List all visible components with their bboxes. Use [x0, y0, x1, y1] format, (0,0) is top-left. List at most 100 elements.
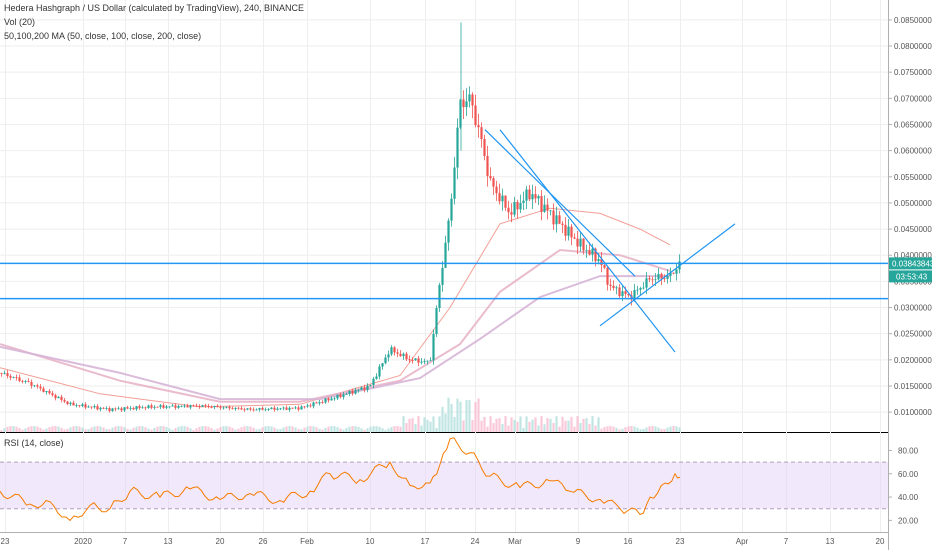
- volume-bar: [198, 426, 201, 432]
- candle-body: [210, 406, 213, 408]
- candle-body: [186, 405, 189, 408]
- volume-bar: [522, 427, 525, 432]
- volume-bar: [363, 429, 366, 432]
- volume-bar: [348, 426, 351, 432]
- candle-body: [438, 284, 441, 309]
- volume-bar: [345, 428, 348, 432]
- volume-bar: [93, 426, 96, 432]
- candle-body: [585, 249, 588, 251]
- volume-bar: [651, 426, 654, 432]
- volume-bar: [462, 420, 465, 432]
- volume-bar: [480, 420, 483, 432]
- volume-bar: [273, 427, 276, 432]
- volume-bar: [60, 427, 63, 432]
- volume-bar: [294, 427, 297, 432]
- volume-bar: [231, 427, 234, 432]
- volume-bar: [540, 416, 543, 432]
- candle-body: [573, 237, 576, 239]
- candle-body: [243, 409, 246, 411]
- candle-body: [240, 408, 243, 410]
- volume-bar: [279, 429, 282, 432]
- volume-bar: [555, 416, 558, 432]
- candle-body: [486, 155, 489, 177]
- volume-bar: [375, 426, 378, 432]
- volume-bar: [186, 426, 189, 432]
- candle-body: [279, 408, 282, 410]
- volume-bar: [498, 418, 501, 432]
- volume-bar: [108, 429, 111, 432]
- volume-bar: [114, 426, 117, 432]
- volume-bar: [309, 426, 312, 432]
- candle-body: [390, 347, 393, 355]
- rsi-band: [0, 462, 888, 509]
- volume-bar: [270, 426, 273, 432]
- candle-body: [171, 405, 174, 407]
- candle-body: [33, 385, 36, 387]
- candle-body: [165, 406, 168, 408]
- volume-bar: [330, 426, 333, 432]
- last-price-label: 0.03843843: [892, 259, 932, 268]
- rsi-line: [0, 437, 681, 522]
- candle-body: [258, 408, 261, 410]
- candle-body: [321, 402, 324, 403]
- candle-body: [453, 167, 456, 199]
- volume-bar: [552, 422, 555, 432]
- candle-body: [663, 278, 666, 280]
- x-tick-label: 13: [826, 537, 835, 546]
- candle-body: [21, 380, 24, 382]
- candle-body: [45, 390, 48, 393]
- volume-bar: [528, 421, 531, 432]
- volume-bar: [162, 426, 165, 432]
- candle-body: [285, 407, 288, 410]
- volume-bar: [174, 428, 177, 432]
- volume-bar: [417, 416, 420, 432]
- candle-body: [117, 408, 120, 410]
- volume-bar: [0, 430, 3, 432]
- candle-body: [345, 394, 348, 395]
- volume-bar: [603, 427, 606, 432]
- volume-bar: [228, 426, 231, 432]
- candle-body: [483, 139, 486, 156]
- drawn-lines[interactable]: [0, 129, 888, 353]
- candle-body: [153, 406, 156, 408]
- volume-bar: [504, 416, 507, 432]
- candle-body: [57, 396, 60, 399]
- candle-body: [354, 390, 357, 394]
- candle-body: [207, 406, 210, 407]
- volume-bar: [393, 426, 396, 432]
- volume-bar: [15, 426, 18, 432]
- x-tick-label: 23: [1, 537, 10, 546]
- volume-bar: [549, 418, 552, 432]
- volume-bar: [648, 426, 651, 432]
- candle-body: [81, 404, 84, 407]
- volume-bar: [444, 413, 447, 432]
- volume-bar: [600, 428, 603, 432]
- candle-body: [369, 384, 372, 386]
- candle-body: [300, 406, 303, 410]
- candle-body: [99, 407, 102, 410]
- volume-bar: [564, 420, 567, 432]
- volume-bar: [624, 427, 627, 432]
- volume-bar: [525, 416, 528, 432]
- candle-body: [480, 127, 483, 140]
- candle-body: [567, 226, 570, 236]
- candle-body: [669, 272, 672, 276]
- volume-bar: [102, 427, 105, 432]
- candle-body: [435, 308, 438, 334]
- candle-body: [534, 194, 537, 199]
- candle-body: [495, 186, 498, 194]
- ma-line-ma50: [0, 207, 671, 408]
- candle-body: [372, 378, 375, 385]
- volume-bar: [195, 428, 198, 432]
- candle-body: [219, 407, 222, 409]
- candle-body: [366, 385, 369, 391]
- candle-body: [291, 407, 294, 409]
- candle-body: [213, 405, 216, 408]
- volume-bar: [144, 427, 147, 432]
- rsi-tick-label: 60.00: [898, 470, 919, 479]
- axes: 23 2020 7 13 20 26 Feb 10 17 24 Mar 9 16 23 Apr 7 13 20 0.…: [1, 16, 932, 546]
- volume-bar: [138, 426, 141, 432]
- volume-bar: [438, 416, 441, 432]
